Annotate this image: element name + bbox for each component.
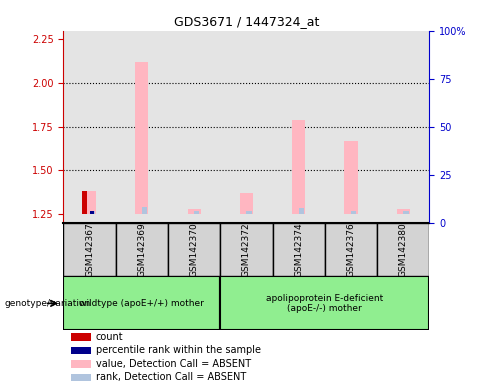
Text: GSM142380: GSM142380: [399, 222, 408, 277]
Bar: [168, 223, 220, 276]
Bar: [90, 211, 94, 214]
Bar: [71, 347, 91, 354]
Bar: [82, 191, 87, 214]
Bar: [246, 211, 252, 214]
Bar: [397, 209, 410, 214]
Text: GSM142374: GSM142374: [294, 222, 303, 277]
Bar: [63, 276, 220, 330]
Text: apolipoprotein E-deficient
(apoE-/-) mother: apolipoprotein E-deficient (apoE-/-) mot…: [266, 294, 384, 313]
Bar: [325, 223, 377, 276]
Bar: [403, 211, 408, 214]
Bar: [299, 208, 304, 214]
Bar: [292, 120, 305, 214]
Text: GSM142369: GSM142369: [137, 222, 146, 277]
Text: GSM142372: GSM142372: [242, 222, 251, 277]
Bar: [71, 333, 91, 341]
Bar: [351, 211, 356, 214]
Bar: [240, 193, 253, 214]
Bar: [168, 31, 220, 223]
Bar: [377, 31, 429, 223]
Text: GSM142370: GSM142370: [190, 222, 199, 277]
Text: wildtype (apoE+/+) mother: wildtype (apoE+/+) mother: [80, 299, 204, 308]
Bar: [116, 31, 168, 223]
Bar: [187, 209, 201, 214]
Bar: [220, 31, 273, 223]
Text: rank, Detection Call = ABSENT: rank, Detection Call = ABSENT: [96, 372, 246, 382]
Text: GSM142367: GSM142367: [85, 222, 94, 277]
Bar: [377, 223, 429, 276]
Bar: [90, 210, 95, 214]
Bar: [220, 276, 429, 330]
Bar: [63, 223, 116, 276]
Text: value, Detection Call = ABSENT: value, Detection Call = ABSENT: [96, 359, 251, 369]
Bar: [325, 31, 377, 223]
Bar: [71, 360, 91, 367]
Bar: [83, 191, 96, 214]
Bar: [63, 31, 116, 223]
Title: GDS3671 / 1447324_at: GDS3671 / 1447324_at: [174, 15, 319, 28]
Text: GSM142376: GSM142376: [346, 222, 356, 277]
Bar: [142, 207, 147, 214]
Bar: [116, 223, 168, 276]
Bar: [273, 31, 325, 223]
Bar: [71, 374, 91, 381]
Bar: [135, 62, 148, 214]
Bar: [273, 223, 325, 276]
Bar: [220, 223, 273, 276]
Bar: [194, 211, 200, 214]
Text: percentile rank within the sample: percentile rank within the sample: [96, 345, 261, 356]
Text: count: count: [96, 332, 123, 342]
Text: genotype/variation: genotype/variation: [5, 299, 91, 308]
Bar: [345, 141, 358, 214]
